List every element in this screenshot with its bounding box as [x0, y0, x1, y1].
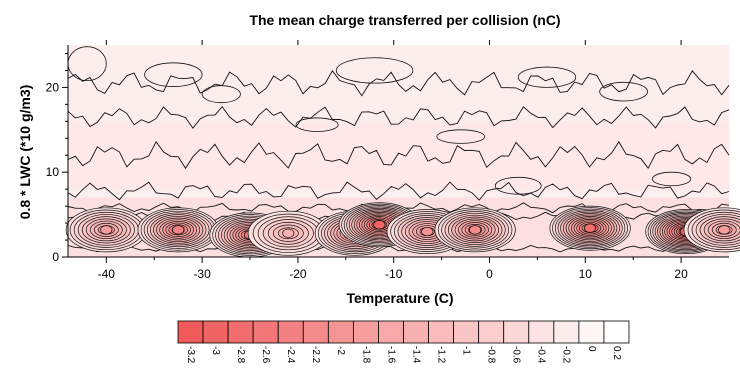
charge-blob [247, 210, 329, 256]
x-tick-label: -30 [193, 267, 211, 281]
charge-blob [434, 207, 516, 253]
chart-title: The mean charge transferred per collisio… [249, 12, 560, 28]
colorbar-swatch [327, 320, 354, 344]
contour-line [67, 181, 730, 201]
contour-loop [201, 85, 241, 104]
blob-contour [282, 228, 295, 238]
colorbar-label: -2.6 [260, 346, 271, 364]
charge-blob [683, 207, 740, 253]
colorbar-label: 0 [586, 346, 597, 352]
colorbar-label: -0.6 [511, 346, 522, 364]
band-fill [68, 121, 729, 190]
blob-contour [469, 225, 482, 235]
blob-contour [718, 225, 731, 235]
colorbar: -3.2 -3 -2.8 -2.6 -2.4 -2.2 -2 -1.8 -1.6 -1.4 -1.2… [177, 320, 630, 364]
y-axis-label: 0.8 * LWC (*10 g/m3) [17, 85, 33, 220]
contour-loop [144, 62, 203, 87]
x-tick-label: -10 [385, 267, 403, 281]
colorbar-swatch [227, 320, 254, 344]
colorbar-swatch [177, 320, 204, 344]
colorbar-swatch [352, 320, 379, 344]
colorbar-swatch [403, 320, 429, 344]
colorbar-label: -2.8 [235, 346, 246, 364]
colorbar-swatch [578, 320, 605, 344]
colorbar-label: -1.4 [410, 346, 421, 364]
contour-loop [517, 66, 577, 88]
blob-contour [583, 223, 597, 233]
charge-blob [65, 207, 147, 253]
colorbar-label: -1 [460, 346, 471, 355]
blob-contour [172, 225, 185, 235]
colorbar-swatch [252, 320, 279, 344]
x-tick-label: -20 [289, 267, 307, 281]
colorbar-swatch [553, 320, 580, 344]
colorbar-label: -2.4 [285, 346, 296, 364]
contour-line [67, 141, 730, 170]
y-tick-label: 0 [52, 250, 59, 264]
contour-line [67, 105, 730, 129]
x-tick-label: 10 [579, 267, 593, 281]
x-tick-label: 20 [674, 267, 688, 281]
contour-loop [599, 81, 648, 102]
contour-loop [651, 171, 692, 187]
colorbar-swatch [302, 320, 329, 344]
blob-contour [373, 220, 386, 230]
x-axis-label: Temperature (C) [346, 290, 453, 306]
blob-contour [421, 226, 434, 237]
colorbar-swatch [528, 320, 555, 344]
charge-blob [137, 207, 219, 253]
contour-loop [494, 176, 542, 195]
colorbar-swatch [453, 320, 480, 344]
colorbar-swatch [503, 320, 530, 344]
contour-loop [335, 57, 414, 84]
colorbar-label: -2.2 [310, 346, 321, 364]
colorbar-label: -1.6 [385, 346, 396, 364]
colorbar-swatch [478, 320, 505, 344]
colorbar-label: -3.2 [185, 346, 196, 364]
axes: -40 -30 -20 -10 0 10 20 0 10 20 [46, 40, 729, 281]
colorbar-label: 0.2 [611, 346, 622, 360]
colorbar-label: -1.8 [360, 346, 371, 364]
x-tick-label: 0 [486, 267, 493, 281]
contour-loop [295, 117, 339, 132]
colorbar-label: -0.4 [536, 346, 547, 364]
y-tick-label: 10 [46, 165, 60, 179]
x-tick-label: -40 [98, 267, 116, 281]
colorbar-swatch [378, 320, 404, 344]
colorbar-label: -1.2 [435, 346, 446, 364]
colorbar-label: -2 [335, 346, 346, 355]
plot-area: -40 -30 -20 -10 0 10 20 0 10 20 [46, 40, 740, 281]
colorbar-swatch [603, 320, 630, 344]
contour-line [67, 69, 730, 97]
colorbar-label: -0.8 [486, 346, 497, 364]
charge-blob [549, 205, 631, 251]
colorbar-label: -3 [210, 346, 221, 355]
colorbar-swatch [202, 320, 229, 344]
contour-loop [436, 129, 486, 144]
colorbar-label: -0.2 [561, 346, 572, 364]
y-tick-label: 20 [46, 80, 60, 94]
colorbar-swatch [277, 320, 304, 344]
blob-contour [100, 225, 113, 235]
colorbar-swatch [428, 320, 455, 344]
